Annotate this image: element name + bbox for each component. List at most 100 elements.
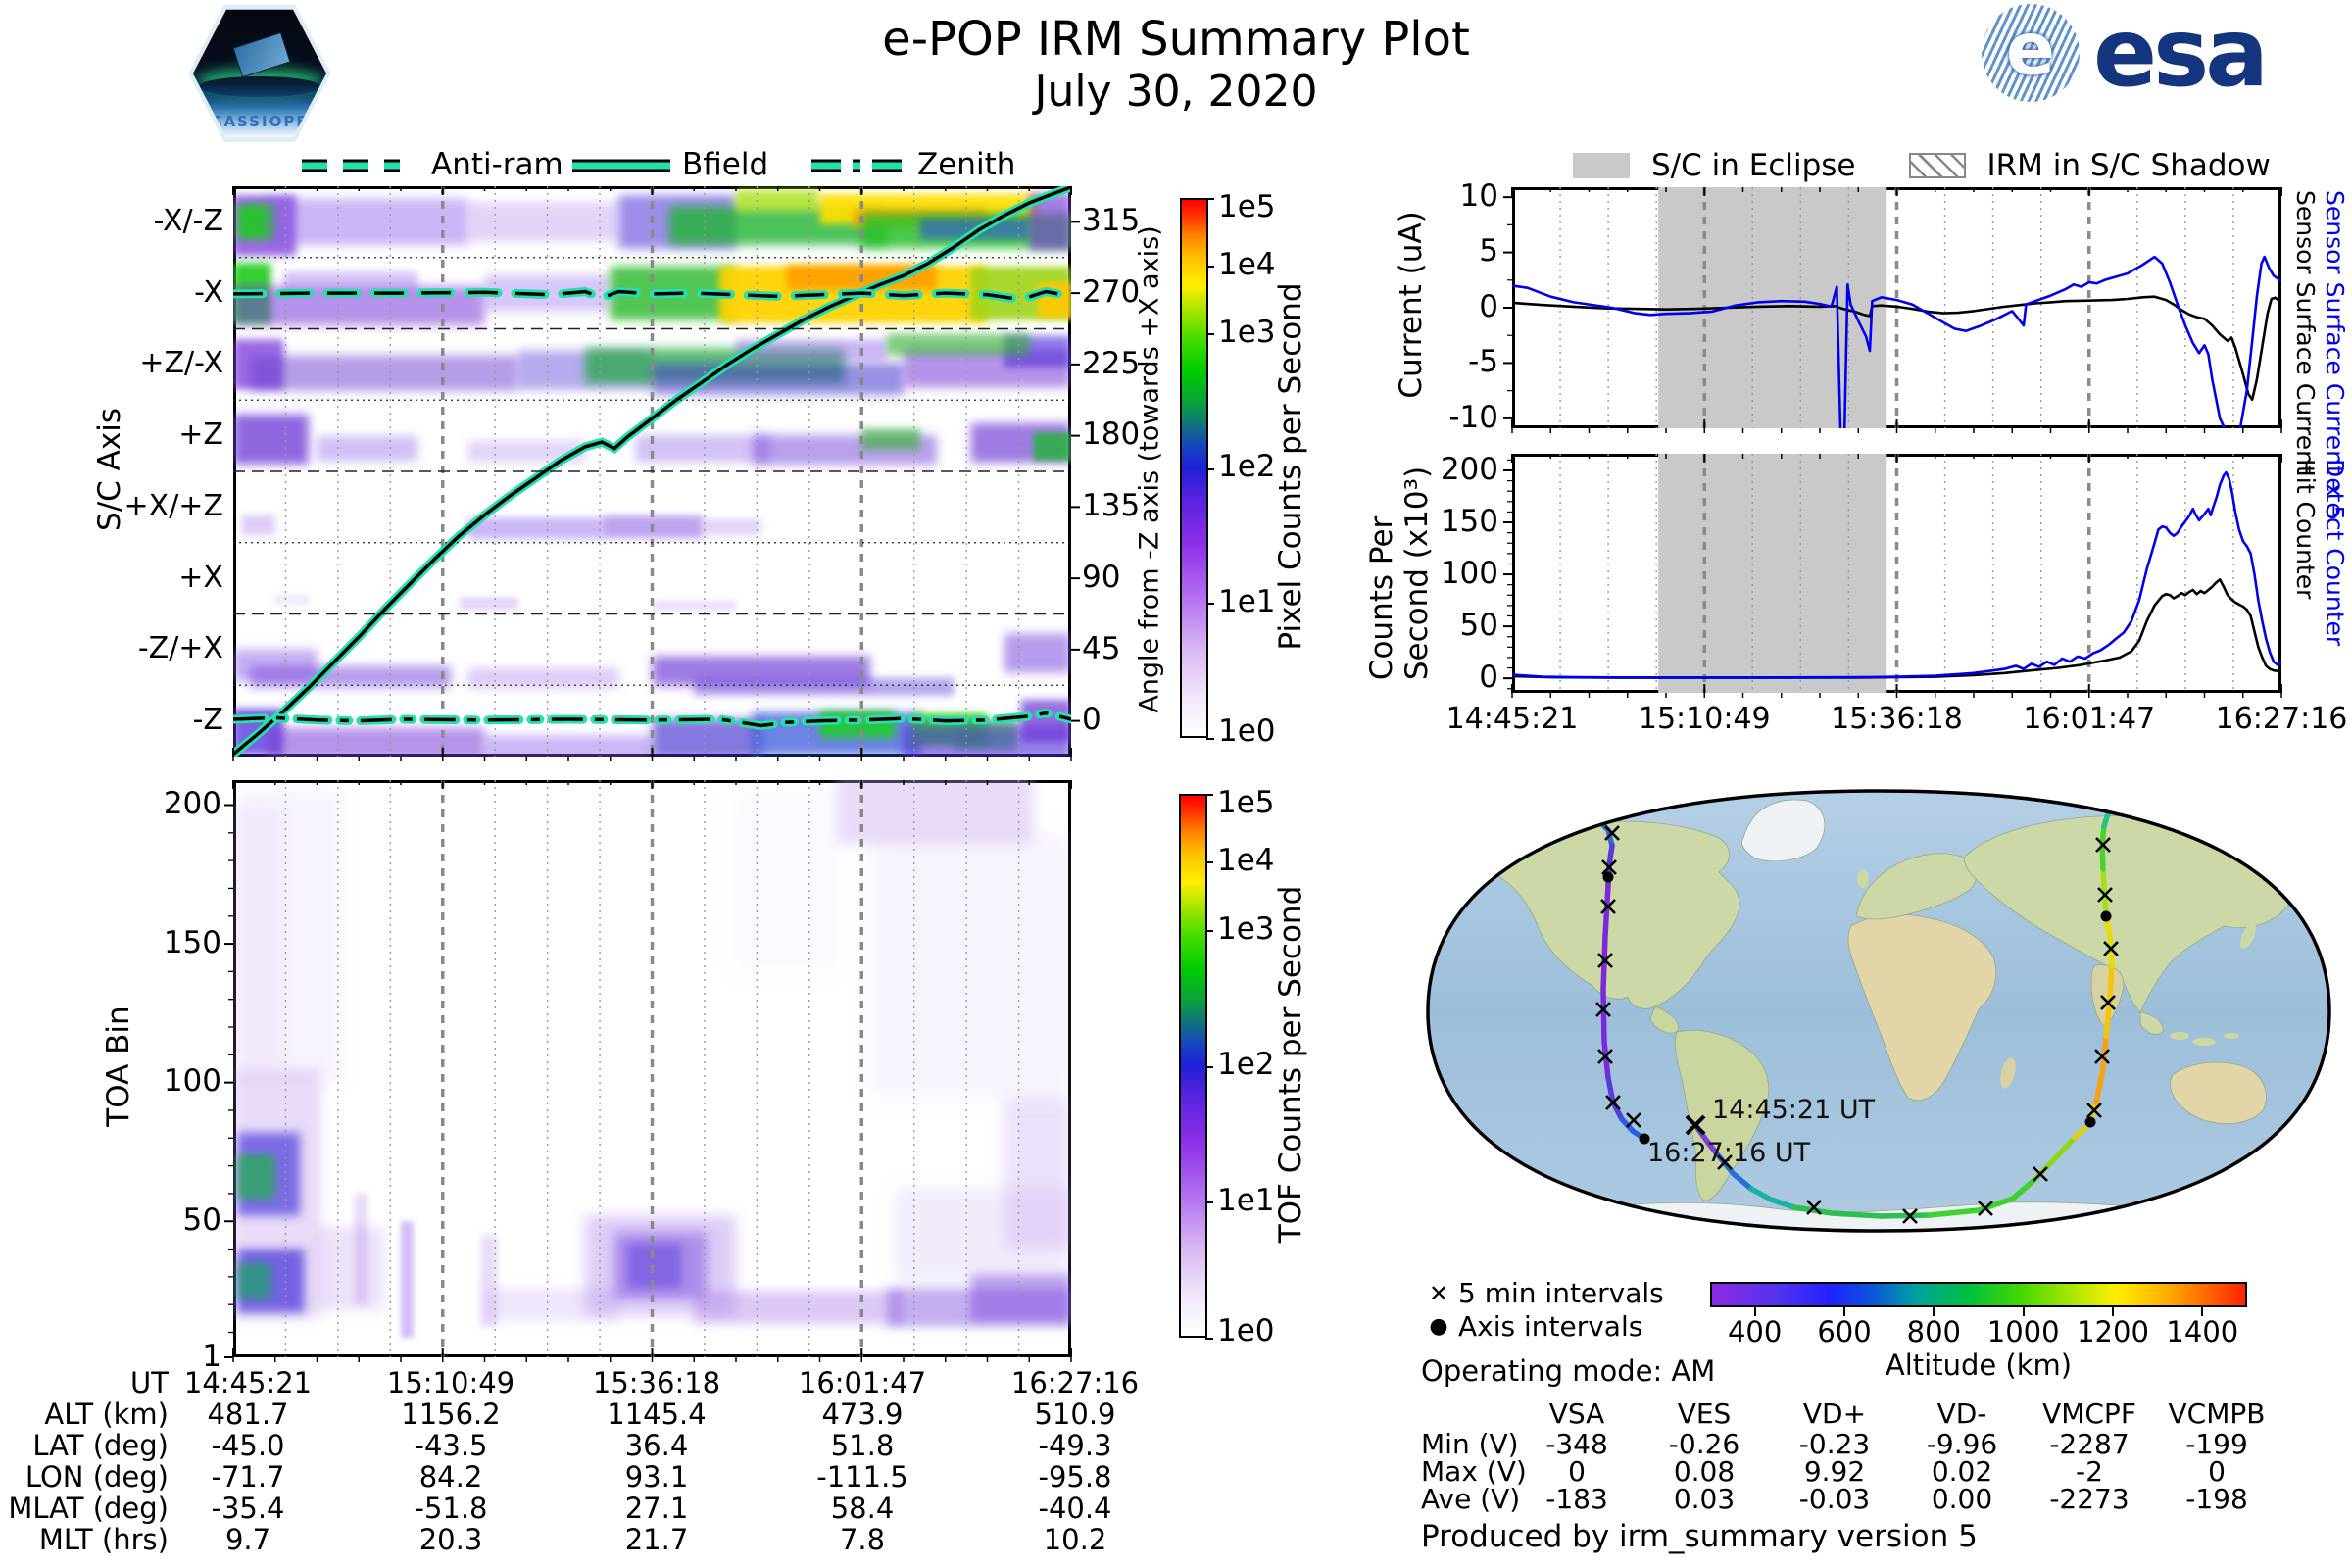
ephemeris-value: 16:27:16 [1010, 1366, 1140, 1400]
colorbar2-label: TOF Counts per Second [1273, 885, 1308, 1244]
ephemeris-value: -35.4 [211, 1492, 285, 1526]
ephemeris-value: 15:10:49 [386, 1366, 515, 1400]
colorbar1-tick-label: 1e4 [1218, 246, 1276, 282]
ephemeris-row-label: MLT (hrs) [38, 1523, 169, 1557]
operating-mode: Operating mode: AM [1421, 1354, 1716, 1388]
counts-plot [1503, 454, 2282, 698]
x-marker-icon: ✕ [1428, 1279, 1449, 1307]
spect1-angle-tick: 225 [1082, 345, 1141, 381]
voltage-value: -2273 [2049, 1482, 2130, 1515]
voltage-value: -199 [2185, 1427, 2248, 1460]
cassiope-patch-art: CASSIOPE [192, 9, 327, 138]
spect1-band-label: -X/-Z [153, 203, 223, 238]
curPlot-ytick: 5 [1479, 233, 1498, 270]
curPlot-ytick: -5 [1468, 344, 1498, 380]
ephemeris-value: 14:45:21 [183, 1366, 313, 1400]
voltage-value: -198 [2185, 1482, 2248, 1515]
footer-version: Produced by irm_summary version 5 [1421, 1519, 1978, 1554]
colorbar1-tick-label-tick [1206, 467, 1214, 470]
ephemeris-value: -95.8 [1038, 1460, 1112, 1494]
eclipse-legend: S/C in Eclipse IRM in S/C Shadow [1573, 148, 2271, 183]
colorbar1-tick-label: 1e0 [1218, 712, 1276, 749]
current-right-label-outer: Sensor Surface Current x 5 [2321, 190, 2349, 521]
colorbar2-tick-label-tick [1205, 861, 1213, 864]
voltage-value: -0.03 [1798, 1482, 1871, 1515]
spect1-band-label: -Z [192, 703, 223, 738]
ephemeris-value: 473.9 [821, 1397, 904, 1432]
map-annotation-start: 14:45:21 UT [1712, 1095, 1876, 1125]
colorbar1-tick-label-tick [1206, 332, 1214, 335]
right-time-tick: 16:01:47 [2023, 702, 2156, 737]
cntPlot-ytick: 100 [1440, 555, 1498, 591]
altitude-tick [2112, 1307, 2114, 1316]
altitude-tick [2201, 1307, 2204, 1316]
ephemeris-value: 51.8 [830, 1429, 895, 1463]
ephemeris-value: 27.1 [624, 1492, 689, 1526]
altitude-tick-label: 800 [1906, 1315, 1962, 1349]
spect2-ytick: 50 [182, 1202, 221, 1239]
legend-line-dashdot-icon [811, 159, 909, 172]
ephemeris-value: -111.5 [816, 1460, 908, 1494]
right-time-tick: 15:10:49 [1638, 702, 1771, 737]
ephemeris-value: 9.7 [224, 1523, 271, 1557]
eclipse-swatch [1573, 153, 1630, 178]
ephemeris-value: -49.3 [1038, 1429, 1112, 1463]
counts-right-label-inner: Hit Counter [2291, 459, 2320, 600]
colorbar1-tick-label: 1e1 [1218, 584, 1276, 620]
legend-line-dashed-icon [302, 159, 400, 172]
ephemeris-value: -51.8 [414, 1492, 488, 1526]
voltage-col-header: VES [1677, 1396, 1732, 1430]
map-legend-5min-label: 5 min intervals [1458, 1277, 1664, 1309]
cntPlot-ytick: 0 [1479, 659, 1498, 695]
ephemeris-value: 16:01:47 [798, 1366, 927, 1400]
spect1-band-label: +X [178, 560, 223, 595]
shadow-hatch-swatch [1908, 153, 1966, 178]
colorbar1-tick-label-tick [1206, 738, 1214, 740]
eclipse-legend-label: S/C in Eclipse [1651, 148, 1856, 183]
colorbar2-tick-label: 1e5 [1217, 784, 1275, 820]
spect1-band-label: +Z [178, 417, 223, 453]
voltage-value: 0.02 [1931, 1454, 1993, 1488]
legend-label-anti-ram: Anti-ram [431, 147, 564, 182]
curPlot-ytick: 0 [1479, 288, 1498, 324]
ephemeris-row-label: LAT (deg) [32, 1429, 169, 1463]
legend-line-solid-icon [572, 159, 670, 172]
ephemeris-row-label: LON (deg) [24, 1460, 169, 1494]
ephemeris-value: -40.4 [1038, 1492, 1112, 1526]
voltage-value: -2287 [2049, 1427, 2130, 1460]
altitude-tick-label: 600 [1817, 1315, 1872, 1349]
map-annotation-end: 16:27:16 UT [1647, 1138, 1811, 1168]
ephemeris-value: 15:36:18 [592, 1366, 721, 1400]
dot-marker-icon: ● [1429, 1314, 1448, 1339]
satellite-icon [232, 31, 292, 77]
cntPlot-ytick: 50 [1459, 607, 1498, 643]
legend-label-zenith: Zenith [917, 147, 1016, 182]
colorbar2-tick-label: 1e0 [1217, 1312, 1275, 1348]
altitude-tick-label: 1400 [2166, 1315, 2239, 1349]
map-legend-5min: ✕ 5 min intervals [1419, 1277, 1664, 1309]
ephemeris-value: 58.4 [830, 1492, 895, 1526]
colorbar1-tick-label: 1e2 [1218, 449, 1276, 485]
curPlot-ytick: 10 [1459, 177, 1498, 214]
altitude-tick [1753, 1307, 1756, 1316]
spect2-ytick: 150 [163, 924, 221, 960]
toa-bin-spectrogram [224, 780, 1072, 1362]
shadow-legend-label: IRM in S/C Shadow [1986, 148, 2271, 183]
altitude-tick-label: 1000 [1986, 1315, 2060, 1349]
colorbar2-tick-label: 1e3 [1217, 910, 1275, 947]
voltage-value: 0.03 [1673, 1482, 1736, 1515]
colorbar2-tick-label-tick [1205, 794, 1213, 796]
voltage-value: 9.92 [1803, 1454, 1866, 1488]
spect1-angle-tick: 270 [1082, 273, 1141, 310]
colorbar2-tick-label-tick [1205, 1338, 1213, 1340]
voltage-value: -2 [2076, 1454, 2103, 1488]
spect1-band-label: -X [194, 274, 223, 310]
voltage-value: -9.96 [1926, 1427, 1998, 1460]
ephemeris-value: 1156.2 [401, 1397, 501, 1432]
voltage-col-header: VCMPB [2168, 1396, 2266, 1430]
spect1-band-label: -Z/+X [137, 631, 223, 666]
voltage-row-label: Min (V) [1421, 1427, 1519, 1460]
colorbar2-tick-label: 1e1 [1217, 1183, 1275, 1219]
ephemeris-value: 510.9 [1034, 1397, 1116, 1432]
